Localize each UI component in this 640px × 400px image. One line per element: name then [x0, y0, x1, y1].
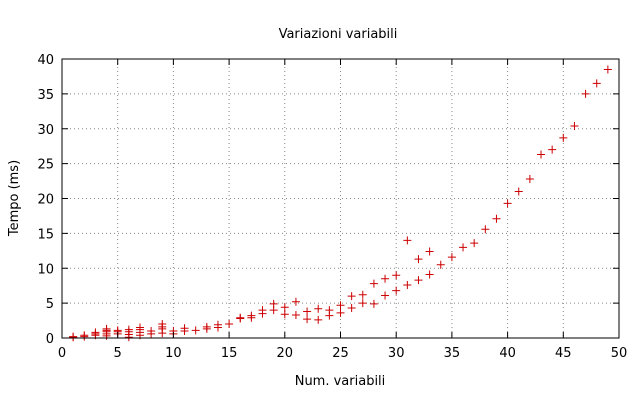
data-point: [325, 306, 334, 315]
data-point: [258, 306, 267, 315]
y-tick-label: 35: [37, 88, 54, 103]
data-point: [291, 310, 300, 319]
data-point: [603, 65, 612, 74]
y-tick-label: 30: [37, 123, 54, 138]
y-axis-ticks: 0 5 10 15 20 25 30 35 40: [37, 53, 619, 347]
data-point: [358, 299, 367, 308]
data-point: [358, 290, 367, 299]
data-point: [369, 279, 378, 288]
data-point: [269, 299, 278, 308]
data-point: [236, 313, 245, 322]
chart-title: Variazioni variabili: [279, 27, 398, 42]
data-points: [69, 65, 612, 342]
data-point: [147, 327, 156, 336]
data-point: [581, 89, 590, 98]
x-tick-label: 50: [611, 346, 628, 361]
data-point: [314, 315, 323, 324]
x-tick-label: 45: [555, 346, 572, 361]
data-point: [503, 199, 512, 208]
data-point: [470, 239, 479, 248]
data-point: [336, 301, 345, 310]
x-tick-label: 20: [277, 346, 294, 361]
x-tick-label: 5: [114, 346, 122, 361]
data-point: [459, 243, 468, 252]
data-point: [102, 324, 111, 333]
data-point: [314, 304, 323, 313]
data-point: [280, 303, 289, 312]
data-point: [537, 150, 546, 159]
y-tick-label: 20: [37, 193, 54, 208]
data-point: [191, 326, 200, 335]
data-point: [180, 324, 189, 333]
data-point: [425, 247, 434, 256]
data-point: [124, 325, 133, 334]
x-axis-label: Num. variabili: [295, 374, 386, 389]
x-tick-label: 10: [165, 346, 182, 361]
x-tick-label: 25: [332, 346, 349, 361]
data-point: [69, 332, 78, 341]
data-point: [135, 323, 144, 332]
data-point: [414, 276, 423, 285]
data-point: [403, 280, 412, 289]
y-tick-label: 15: [37, 227, 54, 242]
data-point: [425, 270, 434, 279]
data-point: [481, 225, 490, 234]
data-point: [392, 271, 401, 280]
data-point: [525, 174, 534, 183]
y-tick-label: 25: [37, 158, 54, 173]
data-point: [414, 255, 423, 264]
data-point: [436, 260, 445, 269]
data-point: [570, 121, 579, 130]
data-point: [303, 315, 312, 324]
data-point: [280, 310, 289, 319]
y-tick-label: 40: [37, 53, 54, 68]
data-point: [447, 253, 456, 262]
y-tick-label: 10: [37, 262, 54, 277]
y-tick-label: 5: [46, 297, 54, 312]
data-point: [291, 297, 300, 306]
x-axis-ticks: 0 5 10 15 20 25 30 35 40 45 50: [58, 59, 627, 361]
y-axis-label: Tempo (ms): [7, 160, 22, 237]
x-tick-label: 40: [499, 346, 516, 361]
data-point: [548, 145, 557, 154]
x-tick-label: 0: [58, 346, 66, 361]
data-point: [403, 236, 412, 245]
grid-lines: [62, 59, 619, 338]
data-point: [381, 291, 390, 300]
data-point: [492, 214, 501, 223]
data-point: [369, 299, 378, 308]
data-point: [213, 320, 222, 329]
data-point: [514, 187, 523, 196]
data-point: [347, 304, 356, 313]
data-point: [303, 307, 312, 316]
x-tick-label: 30: [388, 346, 405, 361]
data-point: [592, 79, 601, 88]
x-tick-label: 35: [444, 346, 461, 361]
x-tick-label: 15: [221, 346, 238, 361]
data-point: [158, 320, 167, 329]
data-point: [225, 320, 234, 329]
data-point: [202, 322, 211, 331]
data-point: [91, 328, 100, 337]
data-point: [381, 274, 390, 283]
y-tick-label: 0: [46, 332, 54, 347]
data-point: [347, 292, 356, 301]
data-point: [559, 133, 568, 142]
data-point: [336, 308, 345, 317]
plot-frame: [61, 58, 620, 339]
data-point: [247, 311, 256, 320]
data-point: [392, 286, 401, 295]
